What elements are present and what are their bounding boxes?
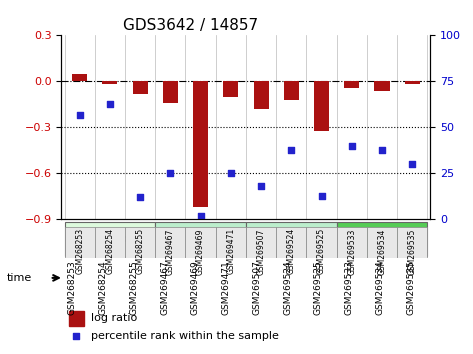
FancyBboxPatch shape (397, 227, 428, 258)
Point (288, 147, 295, 152)
Text: GSM269534: GSM269534 (377, 228, 386, 275)
Text: GSM268254: GSM268254 (98, 260, 108, 315)
Text: percentile rank within the sample: percentile rank within the sample (91, 331, 279, 341)
Bar (314, 81, 329, 131)
Point (106, 101, 114, 106)
Point (378, 147, 386, 152)
Text: GSM268255: GSM268255 (136, 228, 145, 274)
Point (377, 226, 384, 232)
FancyBboxPatch shape (337, 227, 367, 258)
Text: 24 h: 24 h (280, 234, 303, 244)
Text: GSM269525: GSM269525 (317, 228, 326, 274)
Text: GSM269524: GSM269524 (283, 260, 292, 315)
Point (76, 112, 83, 118)
Text: log ratio: log ratio (91, 313, 137, 323)
Text: GSM269507: GSM269507 (256, 228, 265, 275)
Text: GSM268253: GSM268253 (75, 228, 84, 274)
Text: GSM269469: GSM269469 (196, 228, 205, 275)
Text: GSM268254: GSM268254 (105, 228, 114, 274)
Text: 72 h: 72 h (370, 234, 394, 244)
Point (227, 171, 235, 176)
Text: GSM269525: GSM269525 (314, 260, 323, 315)
Text: GSM269533: GSM269533 (344, 260, 353, 315)
Text: 12 h: 12 h (189, 234, 212, 244)
Bar (132, 81, 148, 94)
Text: GSM268255: GSM268255 (129, 260, 138, 315)
FancyBboxPatch shape (246, 222, 337, 256)
FancyBboxPatch shape (307, 227, 337, 258)
Bar (254, 81, 269, 109)
Text: GSM269535: GSM269535 (406, 260, 415, 315)
Text: GSM269524: GSM269524 (287, 228, 296, 274)
Point (318, 193, 325, 198)
FancyBboxPatch shape (64, 222, 155, 256)
Point (197, 213, 204, 219)
FancyBboxPatch shape (367, 227, 397, 258)
Text: GSM269471: GSM269471 (221, 260, 231, 315)
Point (136, 195, 144, 200)
FancyBboxPatch shape (246, 227, 276, 258)
Text: time: time (7, 273, 32, 283)
Bar (163, 81, 178, 103)
Point (166, 171, 174, 176)
Text: GSM269535: GSM269535 (408, 228, 417, 275)
Text: GSM269534: GSM269534 (375, 260, 384, 315)
Bar (284, 81, 299, 100)
FancyBboxPatch shape (185, 227, 216, 258)
Bar (223, 81, 238, 97)
FancyBboxPatch shape (216, 227, 246, 258)
Text: GSM269507: GSM269507 (252, 260, 261, 315)
Text: GSM269471: GSM269471 (227, 228, 236, 274)
FancyBboxPatch shape (337, 222, 428, 256)
Bar (344, 81, 359, 87)
Bar (72, 74, 87, 81)
Text: baseline control: baseline control (68, 234, 152, 244)
Point (409, 161, 416, 167)
Text: GSM268253: GSM268253 (68, 260, 77, 315)
Point (257, 183, 265, 189)
FancyBboxPatch shape (95, 227, 125, 258)
FancyBboxPatch shape (155, 227, 185, 258)
FancyBboxPatch shape (155, 222, 246, 256)
Text: GSM269467: GSM269467 (166, 228, 175, 275)
FancyBboxPatch shape (276, 227, 307, 258)
Bar (405, 81, 420, 85)
FancyBboxPatch shape (64, 227, 95, 258)
FancyBboxPatch shape (125, 227, 155, 258)
Bar (102, 81, 117, 85)
Bar (193, 81, 208, 207)
Text: GSM269467: GSM269467 (160, 260, 169, 315)
Bar (69, 311, 84, 326)
Point (348, 143, 356, 149)
Bar (375, 81, 390, 91)
Text: GSM269533: GSM269533 (347, 228, 356, 275)
Text: GSM269469: GSM269469 (191, 260, 200, 315)
Text: GDS3642 / 14857: GDS3642 / 14857 (123, 18, 258, 33)
